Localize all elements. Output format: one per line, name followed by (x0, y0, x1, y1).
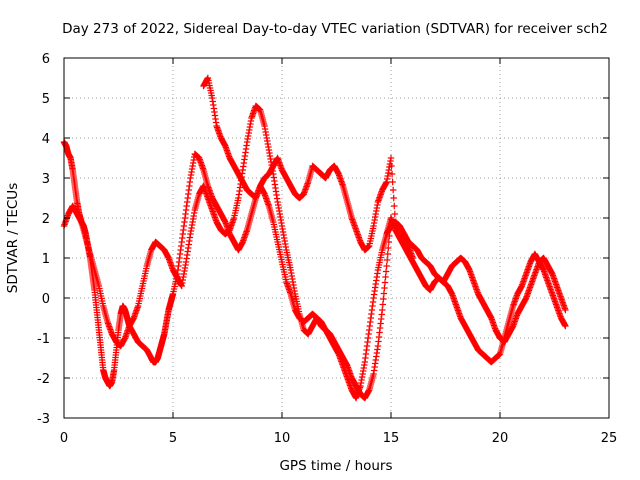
grid (64, 58, 609, 418)
data-series (60, 74, 569, 402)
data-point (562, 322, 569, 330)
data-point (380, 290, 388, 297)
data-point (382, 273, 389, 281)
data-point (388, 170, 396, 178)
y-tick-label: -2 (37, 372, 50, 387)
data-point (562, 306, 569, 314)
data-point (381, 279, 389, 286)
y-tick-label: 6 (42, 52, 50, 67)
y-tick-label: 2 (42, 212, 50, 227)
data-point (379, 301, 387, 308)
data-point (391, 202, 398, 210)
x-axis-label: GPS time / hours (279, 458, 392, 474)
data-point (389, 186, 397, 194)
y-tick-label: 4 (42, 132, 50, 147)
x-tick-label: 10 (274, 431, 291, 446)
y-axis-label: SDTVAR / TECUs (5, 183, 21, 293)
data-point (384, 250, 391, 258)
data-point (390, 194, 397, 202)
y-tick-label: -3 (37, 412, 50, 427)
x-tick-label: 15 (383, 431, 400, 446)
y-tick-label: 1 (42, 252, 50, 267)
data-point (389, 178, 396, 186)
y-tick-label: 0 (42, 292, 50, 307)
data-point (382, 268, 390, 275)
plot-frame (63, 57, 610, 419)
x-tick-label: 20 (492, 431, 509, 446)
data-point (387, 154, 395, 162)
chart-title: Day 273 of 2022, Sidereal Day-to-day VTE… (62, 21, 608, 37)
y-tick-label: 5 (42, 92, 50, 107)
x-tick-label: 0 (60, 431, 68, 446)
data-point (380, 295, 387, 303)
y-tick-label: 3 (42, 172, 50, 187)
data-point (379, 306, 386, 314)
data-point (388, 162, 395, 170)
data-point (381, 284, 388, 292)
data-point (391, 210, 399, 218)
axes: 0 5 10 15 20 25 -3 -2 -1 0 1 2 3 4 5 6 (37, 52, 617, 446)
x-tick-label: 5 (169, 431, 177, 446)
y-tick-label: -1 (37, 332, 50, 347)
data-point (383, 262, 390, 270)
data-point (383, 256, 391, 264)
x-tick-label: 25 (601, 431, 618, 446)
data-point (385, 244, 392, 252)
